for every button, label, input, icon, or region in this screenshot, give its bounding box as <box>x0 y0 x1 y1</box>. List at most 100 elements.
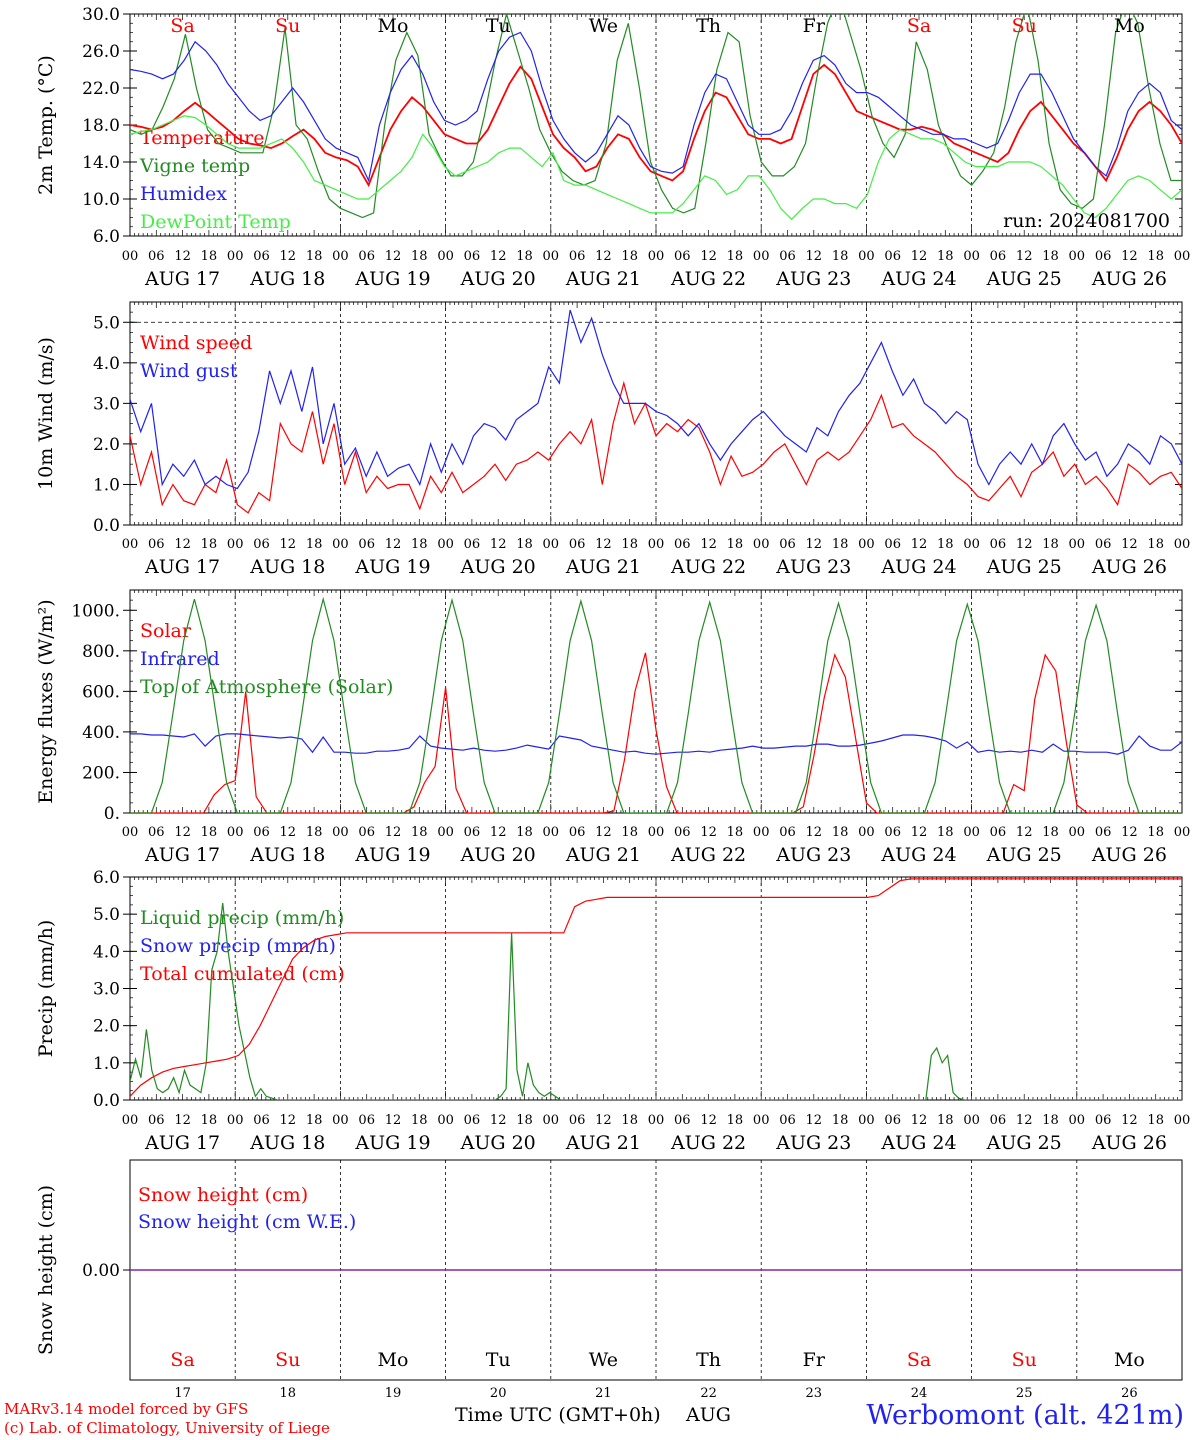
weekday-label: We <box>589 1349 618 1371</box>
weekday-label: Su <box>275 1349 300 1371</box>
hour-tick-label: 18 <box>727 825 744 840</box>
date-label: AUG 22 <box>670 556 746 578</box>
hour-tick-label: 18 <box>621 537 638 552</box>
weekday-label: Mo <box>378 15 409 37</box>
hour-tick-label: 00 <box>1069 537 1086 552</box>
hour-tick-label: 06 <box>358 249 375 264</box>
hour-tick-label: 06 <box>148 537 165 552</box>
hour-tick-label: 12 <box>700 825 717 840</box>
hour-tick-label: 18 <box>937 249 954 264</box>
hour-tick-label: 06 <box>569 249 586 264</box>
hour-tick-label: 12 <box>1016 1113 1033 1128</box>
hour-tick-label: 06 <box>990 825 1007 840</box>
weekday-label: Sa <box>170 15 194 37</box>
legend-entry: Wind gust <box>140 360 238 382</box>
hour-tick-label: 00 <box>753 1113 770 1128</box>
y-tick-label: 10.0 <box>82 190 120 210</box>
hour-tick-label: 12 <box>1016 825 1033 840</box>
y-tick-label: 2.0 <box>93 435 120 455</box>
date-label: AUG 18 <box>249 556 325 578</box>
date-label: AUG 18 <box>249 1132 325 1154</box>
y-tick-label: 26.0 <box>82 42 120 62</box>
y-tick-label: 400. <box>82 723 120 743</box>
hour-tick-label: 12 <box>911 537 928 552</box>
y-tick-label: 14.0 <box>82 153 120 173</box>
date-number: 22 <box>700 1386 717 1400</box>
panel-frame <box>129 589 1183 814</box>
hour-tick-label: 00 <box>543 249 560 264</box>
station-name: Werbomont (alt. 421m) <box>866 1400 1184 1431</box>
meteogram-chart: 00 06 12 18 00 06 12 18 00 06 12 18 00 06 12 18 00 06 12 18… <box>35 5 1191 1400</box>
date-label: AUG 22 <box>670 268 746 290</box>
hour-tick-label: 18 <box>832 537 849 552</box>
series-line <box>130 596 1182 813</box>
hour-tick-label: 06 <box>358 825 375 840</box>
hour-tick-label: 18 <box>937 825 954 840</box>
date-label: AUG 24 <box>880 844 956 866</box>
hour-tick-label: 00 <box>648 825 665 840</box>
hour-tick-label: 18 <box>727 537 744 552</box>
hour-tick-label: 12 <box>490 249 507 264</box>
weekday-label: Fr <box>803 1349 826 1371</box>
hour-tick-label: 18 <box>832 1113 849 1128</box>
y-tick-label: 2.0 <box>93 1017 120 1037</box>
hour-tick-label: 00 <box>332 825 349 840</box>
y-axis-label: Snow height (cm) <box>35 1185 57 1355</box>
hour-tick-label: 18 <box>1147 249 1164 264</box>
date-label: AUG 21 <box>565 556 641 578</box>
hour-tick-label: 00 <box>1069 825 1086 840</box>
hour-tick-label: 06 <box>674 249 691 264</box>
date-label: AUG 23 <box>775 1132 851 1154</box>
hour-tick-label: 06 <box>779 825 796 840</box>
hour-tick-label: 18 <box>1042 537 1059 552</box>
hour-tick-label: 12 <box>280 825 297 840</box>
date-label: AUG 20 <box>460 844 536 866</box>
hour-tick-label: 00 <box>1174 537 1191 552</box>
hour-tick-label: 00 <box>437 1113 454 1128</box>
hour-tick-label: 00 <box>963 1113 980 1128</box>
hour-tick-label: 12 <box>490 825 507 840</box>
hour-tick-label: 06 <box>464 1113 481 1128</box>
hour-tick-label: 06 <box>779 249 796 264</box>
hour-tick-label: 06 <box>569 825 586 840</box>
series-line <box>130 380 1182 514</box>
series-line <box>130 31 1182 183</box>
hour-tick-label: 06 <box>569 537 586 552</box>
hour-tick-label: 12 <box>700 537 717 552</box>
hour-tick-label: 12 <box>490 1113 507 1128</box>
weekday-label: Su <box>1012 15 1037 37</box>
hour-tick-label: 00 <box>227 249 244 264</box>
hour-tick-label: 12 <box>490 537 507 552</box>
hour-tick-label: 18 <box>306 249 323 264</box>
hour-tick-label: 06 <box>779 1113 796 1128</box>
date-label: AUG 18 <box>249 844 325 866</box>
date-label: AUG 17 <box>144 556 220 578</box>
weekday-label: Su <box>275 15 300 37</box>
panel-frame <box>129 301 1183 526</box>
hour-tick-label: 06 <box>884 537 901 552</box>
series-line <box>130 63 1182 188</box>
y-tick-label: 22.0 <box>82 79 120 99</box>
hour-tick-label: 12 <box>1016 537 1033 552</box>
date-label: AUG 19 <box>354 556 430 578</box>
date-label: AUG 17 <box>144 1132 220 1154</box>
date-number: 23 <box>806 1386 823 1400</box>
hour-tick-label: 00 <box>1069 1113 1086 1128</box>
hour-tick-label: 06 <box>674 825 691 840</box>
date-label: AUG 25 <box>986 556 1062 578</box>
hour-tick-label: 06 <box>253 537 270 552</box>
legend-entry: Infrared <box>140 648 220 670</box>
hour-tick-label: 00 <box>1174 249 1191 264</box>
date-number: 24 <box>911 1386 928 1400</box>
y-tick-label: 6.0 <box>93 227 120 247</box>
hour-tick-label: 12 <box>1121 249 1138 264</box>
hour-tick-label: 06 <box>148 825 165 840</box>
date-label: AUG 22 <box>670 1132 746 1154</box>
hour-tick-label: 18 <box>411 825 428 840</box>
hour-tick-label: 06 <box>1095 537 1112 552</box>
lab-credit: (c) Lab. of Climatology, University of L… <box>4 1419 330 1437</box>
legend-entry: Temperature <box>140 127 264 149</box>
hour-tick-label: 18 <box>201 1113 218 1128</box>
legend-entry: Snow height (cm) <box>138 1184 308 1206</box>
hour-tick-label: 18 <box>1147 1113 1164 1128</box>
